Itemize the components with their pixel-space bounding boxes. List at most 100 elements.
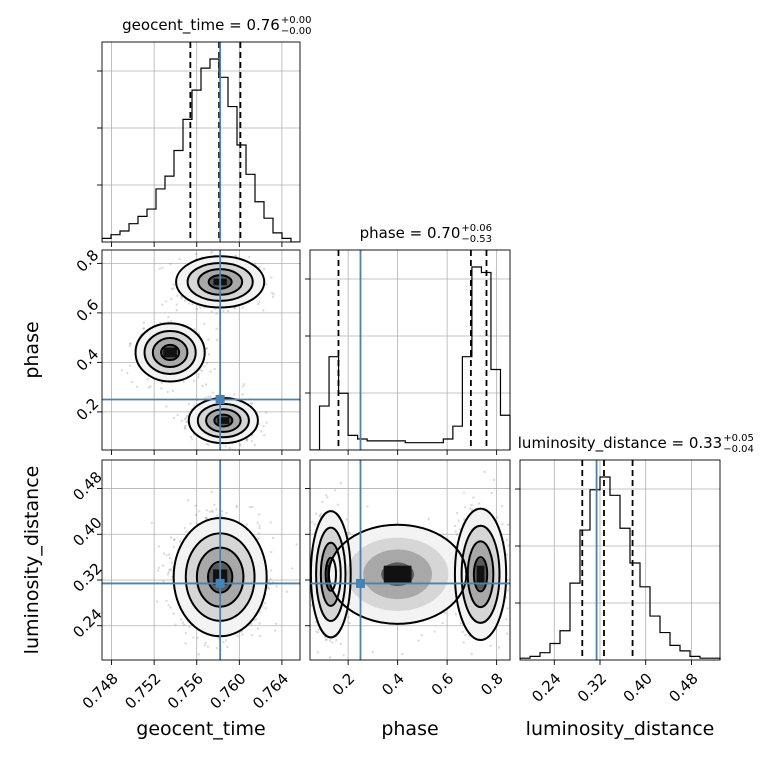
- sample-point: [142, 321, 145, 325]
- sample-point: [188, 302, 191, 305]
- sample-point: [285, 590, 289, 593]
- sample-point: [506, 589, 510, 592]
- title-eq-geocent_time: =: [224, 16, 246, 34]
- panel-frame-geocent_time-phase: [101, 249, 301, 451]
- sample-point: [203, 365, 206, 368]
- panel-frame-phase: [309, 249, 511, 451]
- sample-point: [401, 653, 404, 656]
- sample-point: [160, 381, 164, 384]
- gutter-mask-3: [102, 242, 302, 250]
- sample-point: [259, 430, 263, 433]
- sample-point: [213, 367, 216, 371]
- sample-point: [220, 509, 223, 513]
- sample-point: [270, 550, 273, 554]
- sample-point: [235, 504, 238, 508]
- title-name-luminosity_distance: luminosity_distance: [518, 434, 667, 453]
- sample-point: [191, 303, 194, 306]
- sample-point: [166, 390, 169, 394]
- sample-point: [315, 512, 318, 515]
- sample-point: [128, 364, 132, 367]
- sample-point: [224, 445, 227, 448]
- sample-point: [183, 299, 187, 302]
- sample-point: [241, 306, 244, 309]
- sample-point: [348, 531, 351, 535]
- sample-point: [258, 622, 261, 625]
- sample-point: [228, 446, 231, 450]
- sample-point: [291, 567, 294, 570]
- contour-geocent_time-phase-c1-l3: [213, 413, 234, 428]
- sample-point: [250, 402, 254, 405]
- contour-geocent_time-phase-c1-l2: [205, 408, 242, 433]
- sample-point: [311, 521, 314, 524]
- sample-point: [347, 615, 350, 619]
- sample-point: [147, 386, 150, 389]
- text-layer: geocent_time = 0.76 +0.00−0.00 phase = 0.7…: [21, 15, 754, 740]
- sample-point: [173, 538, 176, 541]
- sample-point: [168, 553, 171, 556]
- sample-point: [205, 347, 208, 350]
- sample-point: [215, 338, 219, 342]
- sample-point: [331, 641, 334, 644]
- sample-point: [142, 327, 145, 330]
- panel-frame-phase-luminosity_distance: [309, 459, 511, 661]
- yaxis-label-phase: phase: [21, 321, 43, 378]
- sample-point: [455, 533, 459, 536]
- sample-point: [178, 257, 181, 261]
- contour-phase-luminosity_distance-c0-l1: [460, 524, 501, 624]
- sample-point: [161, 266, 164, 269]
- sample-point: [238, 443, 241, 446]
- contour-phase-luminosity_distance-c1-l1: [315, 526, 347, 622]
- sample-point: [325, 494, 328, 497]
- sample-point: [251, 505, 254, 509]
- sample-point: [250, 440, 253, 443]
- sample-point: [167, 604, 170, 607]
- sample-point: [314, 630, 318, 633]
- sample-point: [258, 611, 262, 614]
- sample-point: [194, 504, 197, 507]
- sample-point: [126, 371, 129, 375]
- sample-point: [189, 522, 192, 525]
- truth-point-phase-luminosity_distance: [355, 578, 365, 588]
- sample-point: [441, 621, 444, 625]
- sample-point: [462, 491, 466, 494]
- sample-point: [339, 642, 343, 646]
- sample-point: [168, 568, 171, 572]
- sample-point: [420, 634, 423, 637]
- sample-point: [328, 639, 332, 642]
- sample-point: [203, 322, 206, 325]
- title-median-phase: 0.70: [427, 224, 460, 242]
- truth-point-geocent_time-phase: [215, 395, 225, 405]
- sample-point: [207, 443, 210, 446]
- sample-point: [175, 309, 178, 312]
- sample-point: [168, 556, 172, 560]
- sample-point: [215, 327, 218, 330]
- sample-point: [190, 438, 194, 441]
- sample-point: [209, 251, 213, 254]
- sample-point: [483, 470, 486, 474]
- sample-point: [316, 631, 320, 634]
- sample-point: [505, 618, 508, 621]
- sample-point: [187, 499, 190, 502]
- sample-point: [241, 393, 244, 396]
- sample-point: [464, 506, 467, 509]
- sample-point: [472, 496, 475, 499]
- sample-point: [262, 309, 265, 312]
- sample-point: [161, 564, 165, 567]
- sample-point: [183, 417, 187, 421]
- sample-point: [201, 384, 204, 388]
- sample-point: [318, 514, 321, 517]
- sample-point: [170, 561, 173, 564]
- sample-point: [325, 638, 328, 641]
- sample-point: [157, 566, 161, 569]
- sample-point: [241, 385, 245, 388]
- sample-point: [225, 639, 228, 642]
- sample-point: [501, 522, 504, 526]
- sample-point: [489, 644, 492, 647]
- sample-point: [317, 628, 320, 631]
- sample-point: [366, 505, 369, 508]
- sample-point: [170, 287, 173, 290]
- sample-point: [176, 294, 179, 297]
- contour-phase-luminosity_distance-c1-l0: [309, 510, 352, 639]
- sample-point: [235, 506, 238, 509]
- sample-point: [457, 519, 460, 522]
